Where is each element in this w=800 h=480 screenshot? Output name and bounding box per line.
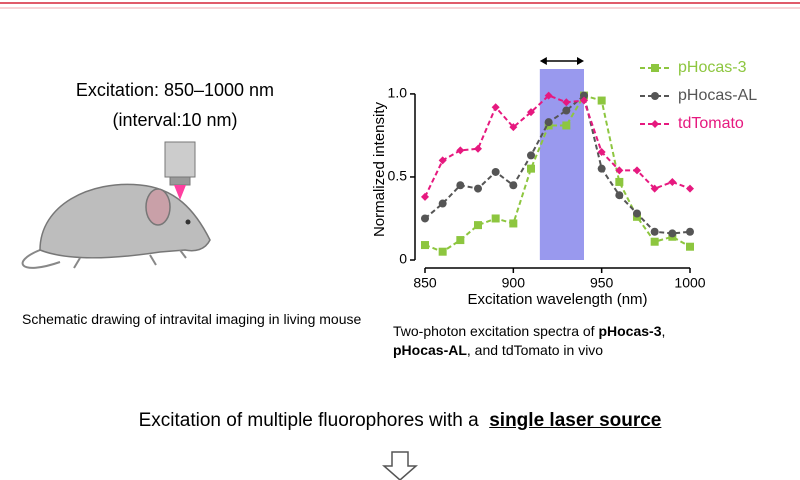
data-point <box>597 164 606 173</box>
x-tick-label: 1000 <box>674 275 705 291</box>
legend-marker <box>651 120 659 128</box>
data-point <box>491 103 500 112</box>
series-line <box>424 93 691 235</box>
left-heading: Excitation: 850–1000 nm (interval:10 nm) <box>40 75 310 135</box>
data-point <box>438 247 447 256</box>
heading-line: (interval:10 nm) <box>112 110 238 130</box>
data-point <box>438 156 447 165</box>
data-point <box>668 229 677 238</box>
data-point <box>686 242 694 251</box>
data-point <box>562 106 571 115</box>
legend-marker <box>651 92 659 100</box>
heading-line: Excitation: 850–1000 nm <box>75 80 275 100</box>
conclusion-text: Excitation of multiple fluorophores with… <box>138 410 479 431</box>
data-point <box>650 237 659 246</box>
data-point <box>509 123 518 132</box>
data-point <box>456 236 465 245</box>
data-point <box>580 96 588 105</box>
y-axis-label: Normalized intensity <box>371 101 388 237</box>
data-point <box>527 108 535 117</box>
right-caption: Two-photon excitation spectra of pHocas-… <box>393 322 723 360</box>
data-point <box>527 151 535 160</box>
caption-part: , <box>661 323 666 339</box>
data-point <box>491 167 500 176</box>
caption-part: pHocas-3 <box>598 323 662 339</box>
x-tick-label: 950 <box>590 275 614 291</box>
conclusion: Excitation of multiple fluorophores with… <box>0 410 800 432</box>
data-point <box>527 164 535 173</box>
down-arrow <box>382 451 418 480</box>
data-point <box>421 214 429 223</box>
caption-part: , and tdTomato in vivo <box>466 342 604 358</box>
data-point <box>615 177 624 186</box>
conclusion-emphasis: single laser source <box>489 410 662 431</box>
data-point <box>474 184 482 193</box>
y-tick-label: 0.5 <box>388 168 408 184</box>
data-point <box>562 121 571 130</box>
data-point <box>650 227 659 236</box>
y-tick-label: 0 <box>399 251 407 267</box>
legend-label: pHocas-AL <box>678 87 757 104</box>
data-point <box>544 118 553 127</box>
mouse-drawing <box>21 141 211 269</box>
x-tick-label: 850 <box>413 275 437 291</box>
legend-label: tdTomato <box>678 115 744 132</box>
data-point <box>650 184 659 193</box>
legend-label: pHocas-3 <box>678 59 747 76</box>
series-line <box>424 94 691 198</box>
data-point <box>509 181 518 190</box>
data-point <box>474 221 482 230</box>
data-point <box>474 144 482 153</box>
legend-marker <box>651 64 659 72</box>
data-point <box>562 98 571 107</box>
data-point <box>421 192 429 201</box>
data-point <box>456 146 465 155</box>
y-tick-label: 1.0 <box>388 85 408 101</box>
caption-part: pHocas-AL <box>393 342 467 358</box>
data-point <box>615 191 624 200</box>
data-point <box>686 184 694 193</box>
x-axis-label: Excitation wavelength (nm) <box>467 291 647 308</box>
data-point <box>633 166 641 175</box>
data-point <box>456 181 465 190</box>
data-point <box>491 214 500 223</box>
caption-part: Two-photon excitation spectra of <box>393 323 599 339</box>
left-caption: Schematic drawing of intravital imaging … <box>22 311 362 327</box>
series-line <box>424 94 691 253</box>
data-point <box>597 148 606 157</box>
data-point <box>615 166 624 175</box>
data-point <box>668 177 677 186</box>
data-point <box>686 227 694 236</box>
data-point <box>509 219 518 228</box>
data-point <box>438 199 447 208</box>
data-point <box>633 209 641 218</box>
x-tick-label: 900 <box>502 275 526 291</box>
data-point <box>597 96 606 105</box>
data-point <box>421 241 429 250</box>
data-point <box>580 91 588 100</box>
data-point <box>544 91 553 100</box>
